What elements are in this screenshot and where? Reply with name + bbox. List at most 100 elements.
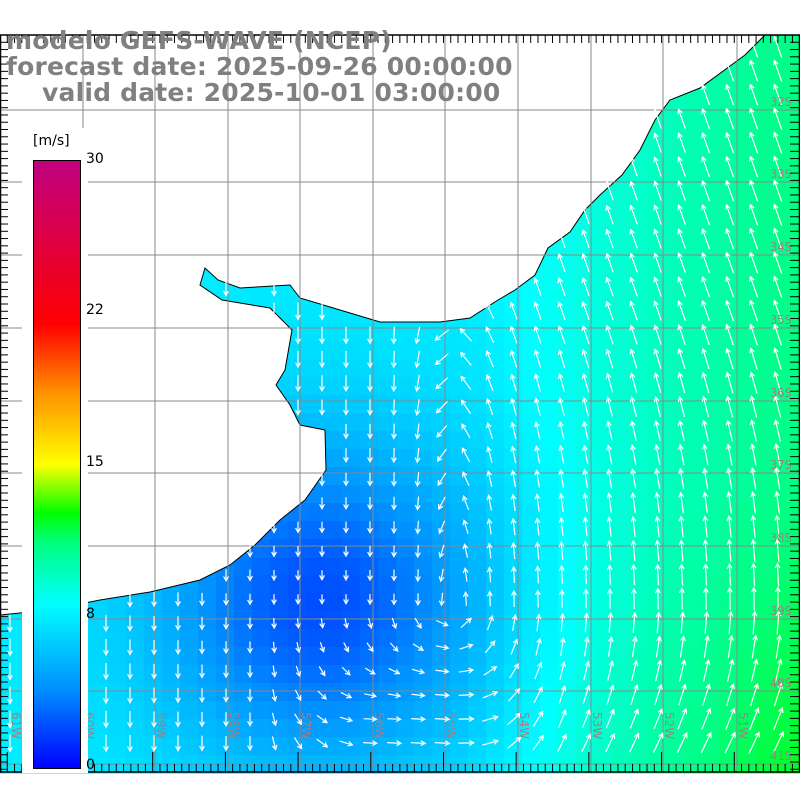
- wind-arrow: [434, 740, 451, 747]
- wind-speed-cell: [702, 89, 721, 108]
- wind-speed-cell: [522, 611, 541, 630]
- wind-speed-cell: [612, 395, 631, 414]
- wind-speed-cell: [288, 359, 307, 378]
- wind-speed-cell: [756, 215, 775, 234]
- wind-speed-cell: [360, 557, 379, 576]
- wind-arrow: [387, 716, 402, 723]
- wind-arrow: [678, 515, 685, 538]
- wind-speed-cell: [594, 413, 613, 432]
- wind-arrow: [460, 399, 471, 415]
- wind-arrow: [127, 639, 133, 656]
- wind-arrow: [582, 420, 589, 441]
- wind-arrow: [701, 395, 710, 418]
- wind-speed-cell: [288, 305, 307, 324]
- wind-speed-cell: [324, 377, 343, 396]
- wind-speed-cell: [504, 431, 523, 450]
- wind-arrow: [655, 635, 662, 658]
- wind-arrow: [774, 562, 781, 587]
- wind-speed-cell: [558, 539, 577, 558]
- wind-arrow: [414, 399, 421, 416]
- wind-speed-cell: [342, 341, 361, 360]
- wind-speed-cell: [648, 341, 667, 360]
- wind-speed-cell: [738, 305, 757, 324]
- wind-speed-cell: [594, 503, 613, 522]
- wind-speed-cell: [198, 575, 217, 594]
- wind-speed-cell: [576, 305, 595, 324]
- wind-speed-cell: [738, 647, 757, 666]
- wind-arrow: [653, 348, 662, 369]
- wind-arrow: [630, 684, 639, 705]
- wind-speed-cell: [612, 377, 631, 396]
- wind-arrow: [319, 521, 325, 534]
- wind-arrow: [581, 324, 590, 345]
- wind-speed-cell: [612, 467, 631, 486]
- wind-arrow: [700, 731, 712, 754]
- wind-speed-cell: [486, 539, 505, 558]
- wind-speed-cell: [0, 665, 19, 684]
- wind-arrow: [773, 706, 784, 731]
- wind-arrow: [462, 591, 469, 606]
- wind-speed-cell: [432, 611, 451, 630]
- wind-speed-cell: [738, 287, 757, 306]
- wind-speed-cell: [612, 323, 631, 342]
- wind-arrow: [749, 59, 759, 82]
- wind-speed-cell: [738, 161, 757, 180]
- wind-speed-cell: [558, 413, 577, 432]
- wind-arrow: [772, 155, 783, 178]
- wind-speed-cell: [594, 251, 613, 270]
- wind-arrow: [271, 689, 278, 703]
- wind-speed-cell: [558, 557, 577, 576]
- wind-speed-cell: [720, 341, 739, 360]
- wind-arrow: [319, 618, 325, 629]
- wind-arrow: [340, 691, 353, 699]
- wind-speed-cell: [360, 737, 379, 756]
- wind-speed-cell: [198, 737, 217, 756]
- wind-arrow: [414, 520, 421, 535]
- wind-arrow: [605, 204, 614, 225]
- wind-speed-cell: [378, 701, 397, 720]
- wind-speed-cell: [630, 233, 649, 252]
- wind-speed-cell: [396, 413, 415, 432]
- wind-arrow: [411, 692, 426, 699]
- wind-arrow: [486, 542, 493, 559]
- wind-speed-cell: [702, 413, 721, 432]
- wind-arrow: [703, 610, 710, 634]
- wind-speed-cell: [648, 593, 667, 612]
- wind-speed-cell: [198, 719, 217, 738]
- wind-arrow: [702, 586, 709, 610]
- wind-arrow: [391, 545, 397, 558]
- wind-arrow: [581, 300, 590, 321]
- wind-speed-cell: [450, 377, 469, 396]
- wind-arrow: [462, 495, 470, 510]
- wind-speed-cell: [666, 233, 685, 252]
- wind-speed-cell: [612, 341, 631, 360]
- wind-arrow: [103, 615, 109, 633]
- wind-speed-cell: [558, 341, 577, 360]
- wind-speed-cell: [756, 71, 775, 90]
- wind-speed-cell: [540, 377, 559, 396]
- wind-speed-cell: [756, 359, 775, 378]
- wind-speed-cell: [432, 359, 451, 378]
- wind-speed-cell: [684, 107, 703, 126]
- wind-arrow: [725, 347, 734, 370]
- wind-arrow: [701, 275, 711, 298]
- wind-arrow: [749, 227, 759, 250]
- wind-speed-cell: [756, 647, 775, 666]
- wind-arrow: [701, 107, 711, 130]
- wind-arrow: [343, 472, 349, 487]
- wind-speed-cell: [738, 593, 757, 612]
- wind-speed-cell: [522, 359, 541, 378]
- wind-speed-cell: [522, 665, 541, 684]
- wind-speed-cell: [774, 53, 793, 72]
- wind-speed-cell: [468, 341, 487, 360]
- wind-speed-cell: [90, 665, 109, 684]
- wind-arrow: [367, 545, 373, 558]
- wind-arrow: [558, 444, 565, 465]
- wind-speed-cell: [792, 107, 800, 126]
- colorbar-unit: [m/s]: [33, 133, 70, 149]
- wind-arrow: [749, 131, 759, 154]
- wind-arrow: [295, 521, 301, 534]
- wind-speed-cell: [252, 683, 271, 702]
- wind-speed-cell: [648, 575, 667, 594]
- wind-speed-cell: [306, 575, 325, 594]
